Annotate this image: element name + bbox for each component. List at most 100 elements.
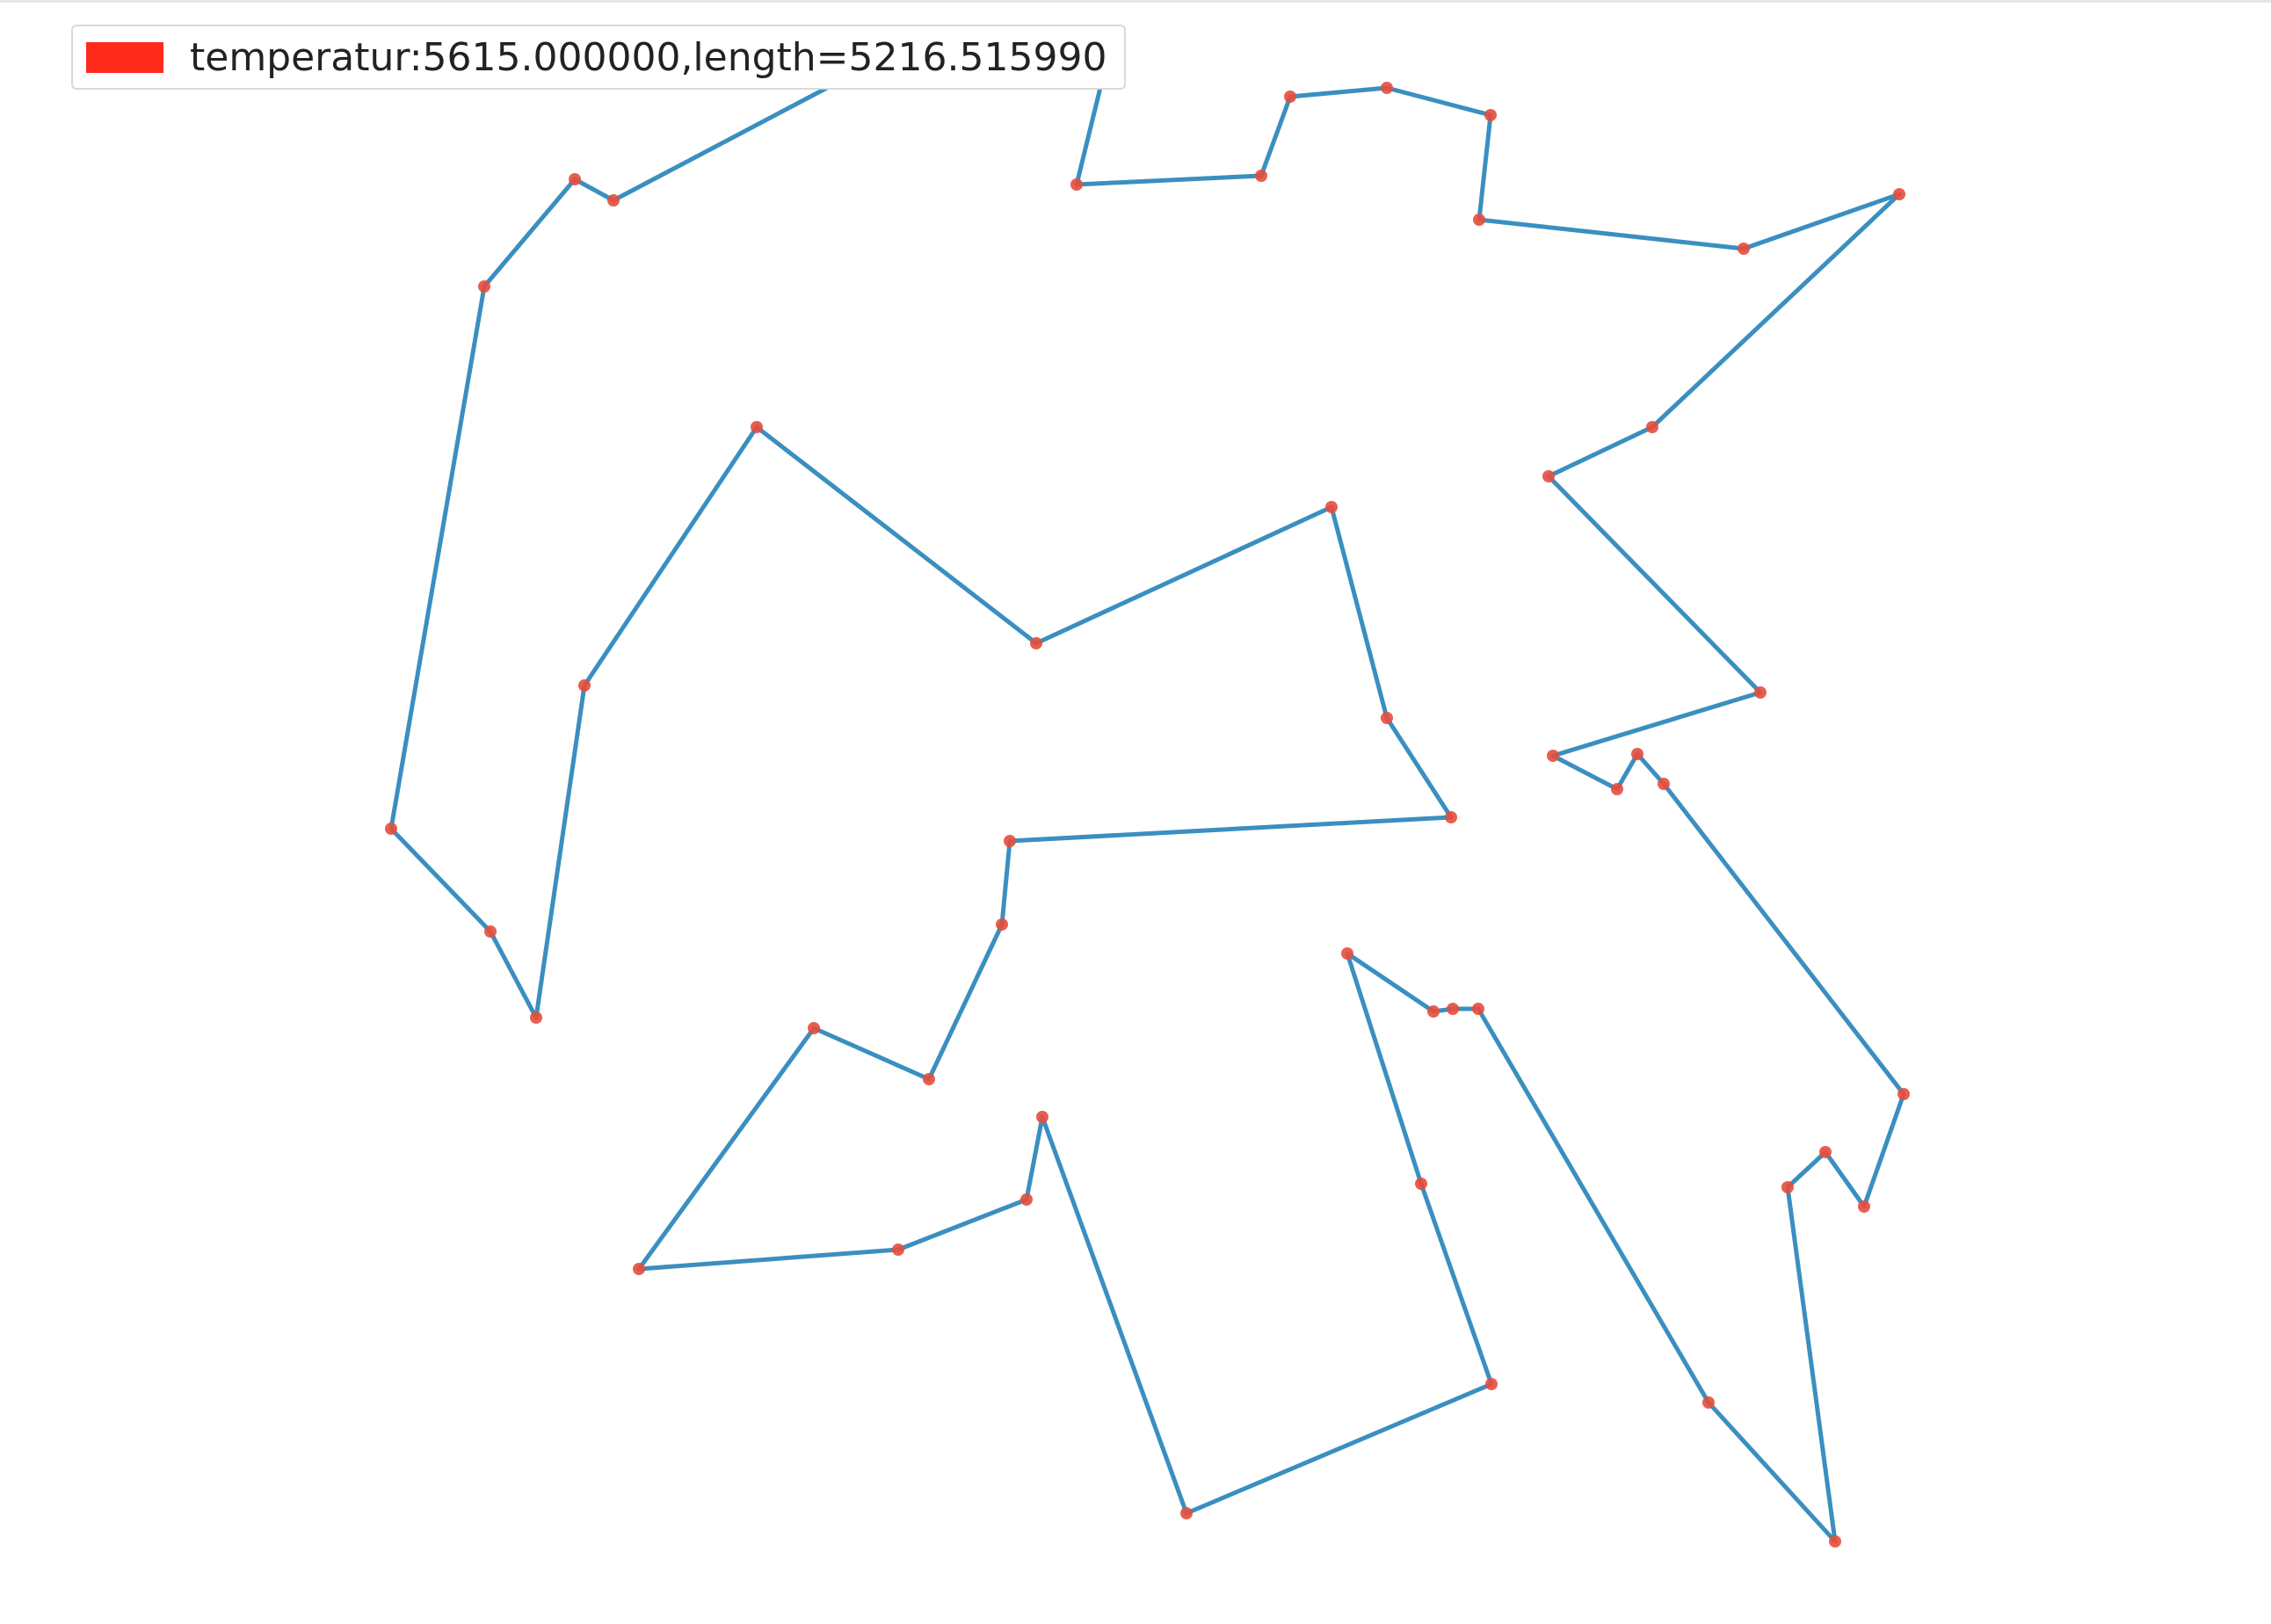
route-segment: [1614, 751, 1640, 792]
city-point: [1070, 178, 1083, 191]
route-segment: [1384, 85, 1493, 118]
city-point: [1381, 82, 1393, 94]
city-point: [1020, 1193, 1033, 1206]
city-point: [1415, 1178, 1427, 1190]
route-segment: [811, 1026, 932, 1082]
route-segment: [572, 177, 616, 203]
legend-swatch: [86, 41, 163, 73]
city-point: [751, 421, 763, 433]
city-point: [892, 1243, 904, 1256]
city-point: [1829, 1535, 1841, 1548]
city-point: [1702, 1396, 1715, 1409]
route-segment: [1546, 424, 1655, 479]
route-segment: [1040, 1114, 1189, 1516]
city-point: [808, 1022, 820, 1034]
city-point: [1485, 1378, 1498, 1390]
route-segment: [1706, 1400, 1838, 1544]
city-point: [484, 925, 497, 938]
route-segment: [636, 1247, 901, 1272]
city-point: [1646, 421, 1658, 433]
route-segment: [1024, 1114, 1045, 1202]
route-segment: [1650, 192, 1902, 430]
city-point: [1819, 1146, 1832, 1158]
city-point: [1036, 1111, 1048, 1123]
city-point: [1255, 170, 1267, 182]
city-point: [1658, 778, 1670, 790]
route-segment: [1259, 94, 1293, 178]
route-segment: [1661, 781, 1906, 1097]
city-point: [1631, 748, 1643, 760]
city-point: [1781, 1181, 1794, 1193]
route-segment: [1477, 217, 1746, 251]
city-point: [607, 194, 620, 207]
city-point: [569, 173, 581, 185]
city-point: [1897, 1088, 1910, 1100]
city-point: [1445, 811, 1457, 823]
route-segment: [1635, 751, 1666, 787]
city-point: [385, 823, 397, 835]
city-point: [1738, 243, 1750, 255]
city-point: [530, 1011, 542, 1024]
route-segment: [1007, 815, 1454, 844]
route-segment: [1741, 192, 1902, 251]
route-segment: [482, 177, 577, 289]
route-segment: [1785, 1149, 1828, 1190]
route-segment: [1785, 1185, 1838, 1544]
route-segment: [754, 424, 1039, 646]
city-point: [1004, 835, 1016, 847]
route-segment: [926, 922, 1005, 1082]
city-point: [1611, 783, 1623, 795]
city-point: [1542, 470, 1555, 482]
city-point: [1427, 1005, 1440, 1018]
city-point: [1472, 1003, 1484, 1015]
route-segment: [488, 929, 539, 1020]
route-segment: [1034, 504, 1334, 646]
city-point-group: [385, 48, 1910, 1548]
route-segment: [1184, 1381, 1494, 1516]
city-point: [1893, 188, 1905, 200]
route-line-group: [388, 52, 1906, 1544]
city-point: [1030, 637, 1042, 649]
city-point: [1325, 501, 1338, 513]
route-segment: [533, 683, 587, 1020]
route-segment: [388, 284, 487, 831]
top-border: [0, 0, 2271, 3]
city-point: [1484, 109, 1497, 121]
city-point: [1547, 750, 1559, 762]
route-segment: [999, 838, 1012, 927]
city-point: [923, 1073, 935, 1085]
city-point: [1447, 1003, 1459, 1015]
route-segment: [1477, 112, 1493, 222]
route-segment: [1345, 951, 1436, 1014]
legend-label: temperatur:5615.000000,length=5216.51599…: [190, 34, 1107, 80]
route-segment: [1384, 715, 1454, 820]
route-segment: [1550, 753, 1620, 792]
route-segment: [1288, 85, 1389, 99]
city-point: [996, 918, 1008, 931]
route-segment: [896, 1197, 1029, 1252]
city-point: [633, 1263, 645, 1275]
city-point: [1180, 1507, 1193, 1519]
route-segment: [1861, 1091, 1906, 1209]
route-segment: [636, 1026, 816, 1272]
route-segment: [1546, 474, 1763, 695]
route-segment: [388, 826, 493, 934]
legend: temperatur:5615.000000,length=5216.51599…: [71, 25, 1127, 90]
city-point: [1341, 947, 1353, 960]
city-point: [478, 280, 490, 293]
route-segment: [1329, 504, 1389, 721]
route-segment: [1074, 173, 1264, 187]
route-segment: [1476, 1006, 1711, 1405]
route-segment: [1823, 1149, 1867, 1209]
route-segment: [1345, 951, 1424, 1186]
city-point: [578, 679, 591, 692]
city-point: [1284, 91, 1296, 103]
city-point: [1858, 1200, 1870, 1213]
route-segment: [582, 424, 759, 688]
city-point: [1754, 686, 1767, 699]
city-point: [1381, 712, 1393, 724]
route-segment: [1418, 1181, 1494, 1387]
route-segment: [1550, 690, 1763, 758]
city-point: [1473, 214, 1485, 226]
